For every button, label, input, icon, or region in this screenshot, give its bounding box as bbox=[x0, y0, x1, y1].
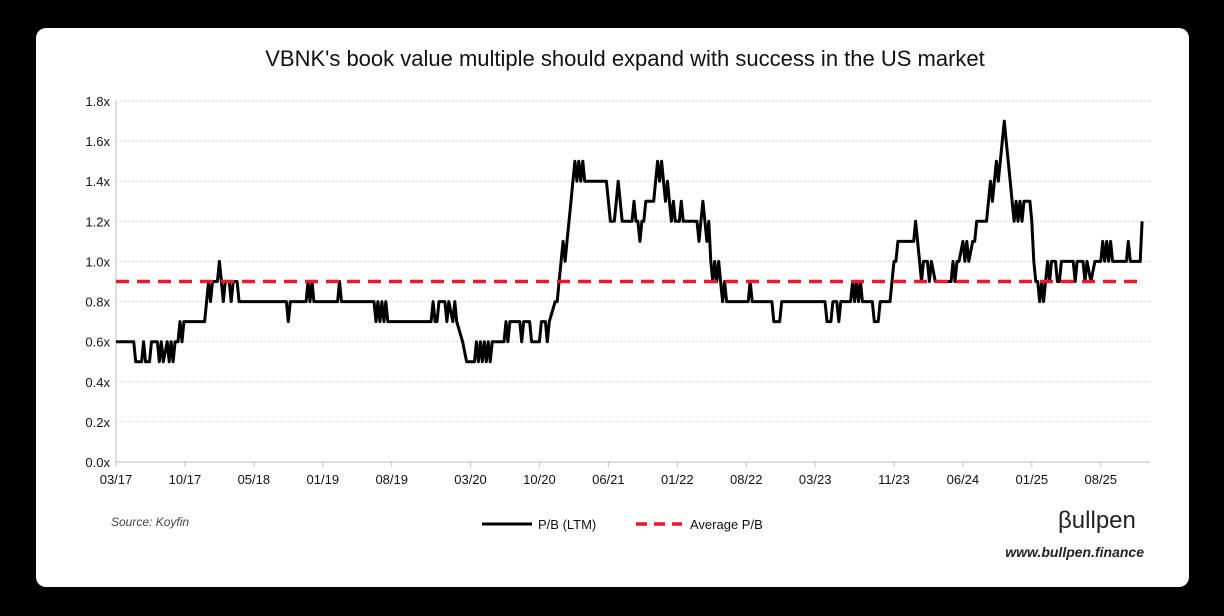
x-tick-label: 11/23 bbox=[878, 472, 910, 487]
y-tick-label: 0.2x bbox=[85, 415, 110, 430]
x-tick-label: 03/20 bbox=[454, 472, 487, 487]
x-tick-label: 10/20 bbox=[523, 472, 556, 487]
y-tick-label: 1.0x bbox=[85, 254, 110, 269]
x-tick-label: 05/18 bbox=[238, 472, 271, 487]
x-tick-label: 08/19 bbox=[375, 472, 408, 487]
x-tick-label: 08/22 bbox=[730, 472, 763, 487]
website-url: www.bullpen.finance bbox=[1005, 544, 1144, 560]
x-tick-label: 06/24 bbox=[947, 472, 980, 487]
x-tick-label: 03/17 bbox=[100, 472, 133, 487]
x-tick-label: 01/25 bbox=[1016, 472, 1049, 487]
y-tick-label: 1.8x bbox=[85, 94, 110, 109]
x-tick-label: 06/21 bbox=[592, 472, 625, 487]
chart-title: VBNK's book value multiple should expand… bbox=[265, 46, 985, 71]
y-tick-label: 1.4x bbox=[85, 174, 110, 189]
x-tick-label: 01/19 bbox=[307, 472, 340, 487]
legend: P/B (LTM) Average P/B bbox=[482, 517, 763, 532]
series-line-pb-ltm bbox=[116, 119, 1144, 364]
legend-label-pb: P/B (LTM) bbox=[538, 517, 596, 532]
y-tick-label: 0.4x bbox=[85, 375, 110, 390]
y-tick-label: 0.6x bbox=[85, 335, 110, 350]
y-tick-label: 0.8x bbox=[85, 295, 110, 310]
source-note: Source: Koyfin bbox=[111, 515, 189, 529]
x-tick-label: 08/25 bbox=[1084, 472, 1117, 487]
y-tick-label: 1.2x bbox=[85, 214, 110, 229]
chart-card: VBNK's book value multiple should expand… bbox=[36, 28, 1189, 587]
brand-logo: βullpen bbox=[1058, 507, 1136, 534]
x-tick-label: 10/17 bbox=[169, 472, 202, 487]
pb-line-chart: VBNK's book value multiple should expand… bbox=[85, 46, 1150, 560]
x-tick-label: 03/23 bbox=[799, 472, 832, 487]
x-tick-label: 01/22 bbox=[661, 472, 694, 487]
y-tick-label: 0.0x bbox=[85, 455, 110, 470]
legend-label-average: Average P/B bbox=[690, 517, 763, 532]
y-tick-label: 1.6x bbox=[85, 134, 110, 149]
